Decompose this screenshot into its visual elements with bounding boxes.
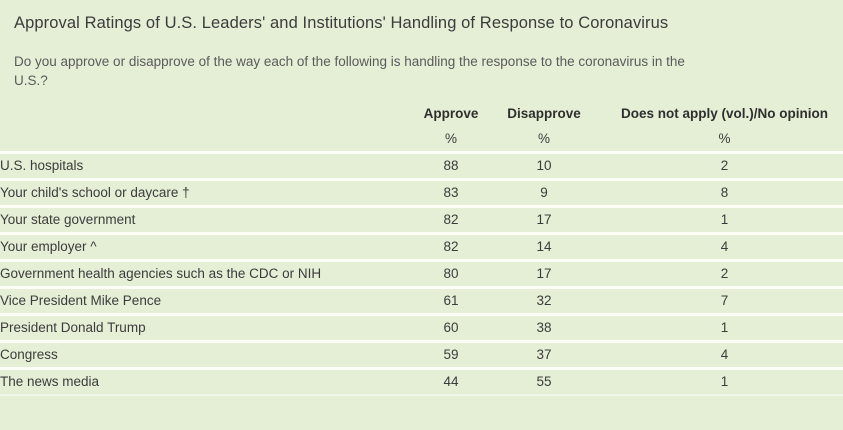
approval-ratings-table: Approve Disapprove Does not apply (vol.)/N… <box>0 100 843 396</box>
row-label: Vice President Mike Pence <box>0 285 420 314</box>
row-label: Your state government <box>0 204 420 233</box>
no-opinion-value: 2 <box>606 258 843 287</box>
table-row: President Donald Trump 60 38 1 <box>0 312 843 341</box>
no-opinion-value: 8 <box>606 177 843 206</box>
approve-value: 83 <box>420 177 482 206</box>
approve-value: 59 <box>420 339 482 368</box>
table-row: Congress 59 37 4 <box>0 339 843 368</box>
no-opinion-value: 1 <box>606 312 843 341</box>
no-opinion-value: 2 <box>606 150 843 179</box>
unit-row: %%% <box>0 126 843 152</box>
unit-cell-2: % <box>537 130 550 146</box>
no-opinion-value: 4 <box>606 339 843 368</box>
table-row: U.S. hospitals 88 10 2 <box>0 150 843 179</box>
column-header-2: Disapprove <box>507 105 581 121</box>
approve-value: 61 <box>420 285 482 314</box>
disapprove-value: 17 <box>482 204 606 233</box>
column-header-1: Approve <box>423 105 479 121</box>
approve-value: 88 <box>420 150 482 179</box>
table-header: Approve Disapprove Does not apply (vol.)/N… <box>0 100 843 152</box>
approve-value: 44 <box>420 366 482 396</box>
row-label: Your employer ^ <box>0 231 420 260</box>
row-label: President Donald Trump <box>0 312 420 341</box>
no-opinion-value: 1 <box>606 204 843 233</box>
table-row: Vice President Mike Pence 61 32 7 <box>0 285 843 314</box>
approve-value: 82 <box>420 231 482 260</box>
page-title: Approval Ratings of U.S. Leaders' and In… <box>14 14 669 32</box>
column-header-row: Approve Disapprove Does not apply (vol.)/N… <box>0 100 843 126</box>
disapprove-value: 17 <box>482 258 606 287</box>
disapprove-value: 37 <box>482 339 606 368</box>
table-row: The news media 44 55 1 <box>0 366 843 396</box>
unit-cell-3: % <box>718 130 731 146</box>
column-header-3: Does not apply (vol.)/No opinion <box>621 105 828 121</box>
row-label: Government health agencies such as the C… <box>0 258 420 287</box>
table-row: Your child's school or daycare † 83 9 8 <box>0 177 843 206</box>
disapprove-value: 10 <box>482 150 606 179</box>
corner-cell <box>0 100 420 126</box>
no-opinion-value: 4 <box>606 231 843 260</box>
unit-corner-cell <box>0 126 420 152</box>
page-subtitle: Do you approve or disapprove of the way … <box>14 54 685 88</box>
approve-value: 80 <box>420 258 482 287</box>
approve-value: 82 <box>420 204 482 233</box>
table-row: Government health agencies such as the C… <box>0 258 843 287</box>
row-label: The news media <box>0 366 420 396</box>
row-label: U.S. hospitals <box>0 150 420 179</box>
table-row: Your employer ^ 82 14 4 <box>0 231 843 260</box>
disapprove-value: 55 <box>482 366 606 396</box>
disapprove-value: 9 <box>482 177 606 206</box>
disapprove-value: 38 <box>482 312 606 341</box>
no-opinion-value: 1 <box>606 366 843 396</box>
no-opinion-value: 7 <box>606 285 843 314</box>
approve-value: 60 <box>420 312 482 341</box>
disapprove-value: 32 <box>482 285 606 314</box>
row-label: Congress <box>0 339 420 368</box>
row-label: Your child's school or daycare † <box>0 177 420 206</box>
unit-cell-1: % <box>444 130 457 146</box>
table-row: Your state government 82 17 1 <box>0 204 843 233</box>
disapprove-value: 14 <box>482 231 606 260</box>
table-body: U.S. hospitals 88 10 2 Your child's school o… <box>0 150 843 396</box>
